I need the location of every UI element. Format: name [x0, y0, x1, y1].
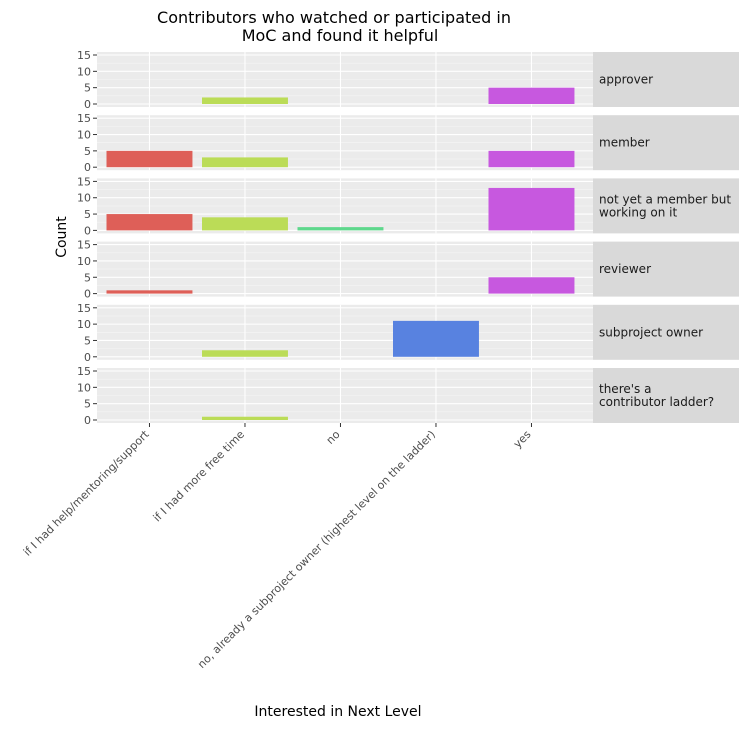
y-tick-label: 5 [84, 398, 91, 411]
bar [393, 320, 479, 357]
x-tick-label: no, already a subproject owner (highest … [195, 428, 438, 671]
bar [488, 87, 575, 104]
y-tick-label: 10 [77, 381, 91, 394]
y-tick-label: 10 [77, 255, 91, 268]
y-tick-label: 0 [84, 414, 91, 427]
y-tick-label: 10 [77, 129, 91, 142]
y-tick-label: 5 [84, 208, 91, 221]
y-tick-label: 5 [84, 82, 91, 95]
x-tick-label: if I had help/mentoring/support [21, 427, 152, 558]
bar [202, 97, 288, 104]
bar [297, 227, 384, 231]
bar [488, 187, 575, 231]
bar [106, 150, 193, 168]
y-tick-label: 10 [77, 192, 91, 205]
facet-strip-label: working on it [599, 205, 678, 219]
x-axis: if I had help/mentoring/support if I had … [21, 423, 534, 671]
facet-strip [593, 115, 739, 171]
y-tick-label: 0 [84, 161, 91, 174]
facet-strip [593, 52, 739, 107]
facet-strip [593, 368, 739, 423]
facet-strip-label: reviewer [599, 262, 651, 276]
facet-panel: 0 5 10 15 subproject owner [77, 302, 739, 364]
bar [202, 350, 288, 357]
facet-strip [593, 304, 739, 360]
y-tick-label: 5 [84, 145, 91, 158]
y-tick-label: 5 [84, 271, 91, 284]
y-tick-label: 15 [77, 112, 91, 125]
facet-strip [593, 178, 739, 234]
bar [106, 214, 193, 231]
facet-panel: 0 5 10 15 reviewer [77, 239, 739, 301]
facet-panels: 0 5 10 15 approver 0 5 10 15 member 0 5 10 15 not yet … [77, 49, 739, 427]
facet-strip-label: contributor ladder? [599, 395, 714, 409]
y-tick-label: 5 [84, 334, 91, 347]
chart-title-line-2: MoC and found it helpful [242, 26, 439, 45]
x-tick-label: no [324, 428, 343, 447]
y-tick-label: 15 [77, 49, 91, 62]
bar [488, 150, 575, 168]
y-tick-label: 15 [77, 175, 91, 188]
facet-strip [593, 241, 739, 297]
bar [202, 416, 288, 420]
y-tick-label: 0 [84, 98, 91, 111]
bar [202, 217, 288, 231]
y-tick-label: 15 [77, 365, 91, 378]
facet-strip-label: not yet a member but [599, 192, 731, 206]
y-tick-label: 10 [77, 65, 91, 78]
x-tick-label: if I had more free time [151, 428, 248, 525]
bar [202, 157, 288, 168]
facet-strip-label: subproject owner [599, 325, 703, 339]
bar [106, 290, 193, 294]
y-tick-label: 0 [84, 351, 91, 364]
y-tick-label: 0 [84, 224, 91, 237]
chart-title-line-1: Contributors who watched or participated… [157, 8, 511, 27]
y-tick-label: 15 [77, 302, 91, 315]
facet-strip-label: there's a [599, 382, 651, 396]
y-tick-label: 15 [77, 239, 91, 252]
x-tick-label: yes [511, 428, 534, 451]
y-tick-label: 0 [84, 288, 91, 301]
y-axis-title: Count [54, 216, 70, 258]
facet-strip-label: member [599, 136, 650, 150]
facet-panel: 0 5 10 15 member [77, 112, 739, 174]
facet-panel: 0 5 10 15 approver [77, 49, 739, 111]
y-tick-label: 10 [77, 318, 91, 331]
bar [488, 277, 575, 294]
x-axis-title: Interested in Next Level [254, 704, 421, 720]
facet-strip-label: approver [599, 73, 653, 87]
